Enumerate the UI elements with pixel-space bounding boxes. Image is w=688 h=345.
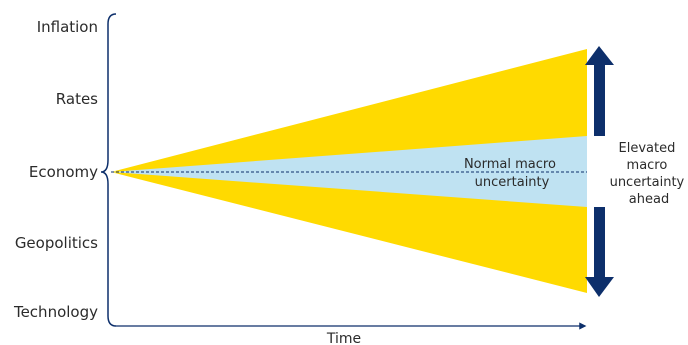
- normal-uncertainty-label-line-2: uncertainty: [475, 175, 550, 190]
- normal-uncertainty-label-line-1: Normal macro: [464, 157, 556, 172]
- elevated-uncertainty-label: Elevated macro uncertainty ahead: [610, 141, 688, 207]
- elevated-uncertainty-label-line-3: uncertainty: [610, 175, 685, 190]
- left-brace: [100, 13, 117, 327]
- category-label-geopolitics: Geopolitics: [15, 234, 98, 252]
- category-label-technology: Technology: [13, 303, 98, 321]
- time-axis-label: Time: [326, 331, 361, 345]
- category-label-economy: Economy: [29, 163, 98, 181]
- elevated-uncertainty-label-line-1: Elevated: [619, 141, 676, 156]
- down-arrow: [585, 207, 614, 297]
- category-label-inflation: Inflation: [37, 18, 98, 36]
- elevated-uncertainty-label-line-2: macro: [627, 158, 668, 173]
- up-arrow: [585, 46, 614, 136]
- normal-uncertainty-label: Normal macro uncertainty: [464, 157, 560, 190]
- elevated-uncertainty-label-line-4: ahead: [629, 192, 669, 207]
- category-label-rates: Rates: [56, 90, 98, 108]
